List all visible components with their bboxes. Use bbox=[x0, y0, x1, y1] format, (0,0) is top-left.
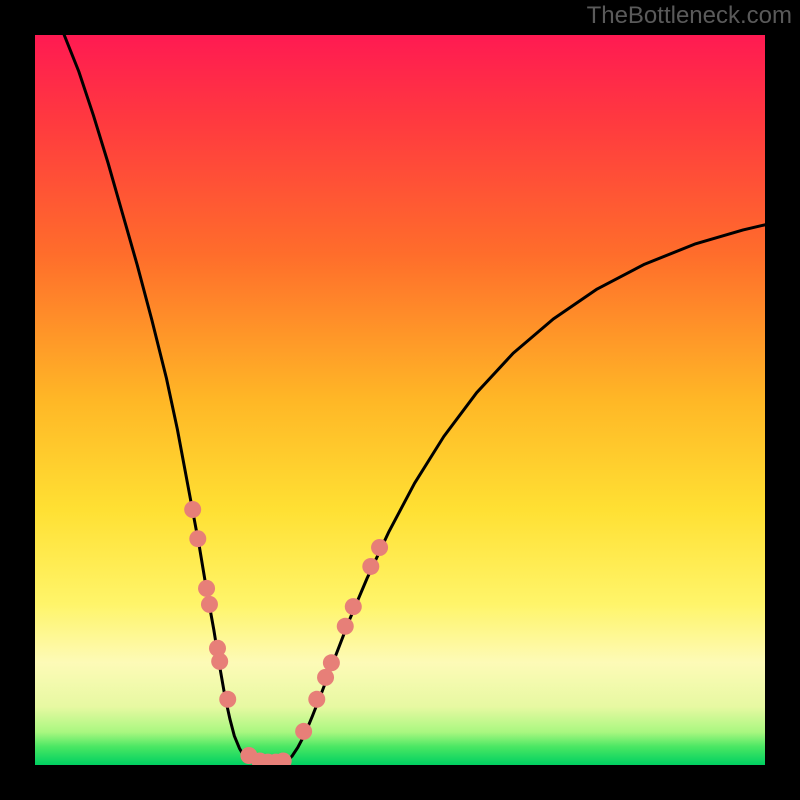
chart-svg bbox=[0, 0, 800, 800]
data-marker bbox=[211, 653, 228, 670]
data-marker bbox=[317, 669, 334, 686]
data-marker bbox=[295, 723, 312, 740]
data-marker bbox=[184, 501, 201, 518]
data-marker bbox=[362, 558, 379, 575]
data-marker bbox=[198, 580, 215, 597]
data-marker bbox=[219, 691, 236, 708]
data-marker bbox=[323, 654, 340, 671]
data-marker bbox=[201, 596, 218, 613]
data-marker bbox=[308, 691, 325, 708]
data-marker bbox=[337, 618, 354, 635]
data-marker bbox=[371, 539, 388, 556]
data-marker bbox=[189, 530, 206, 547]
chart-canvas: TheBottleneck.com bbox=[0, 0, 800, 800]
data-marker bbox=[345, 598, 362, 615]
plot-background bbox=[35, 35, 765, 765]
watermark-text: TheBottleneck.com bbox=[587, 2, 792, 30]
